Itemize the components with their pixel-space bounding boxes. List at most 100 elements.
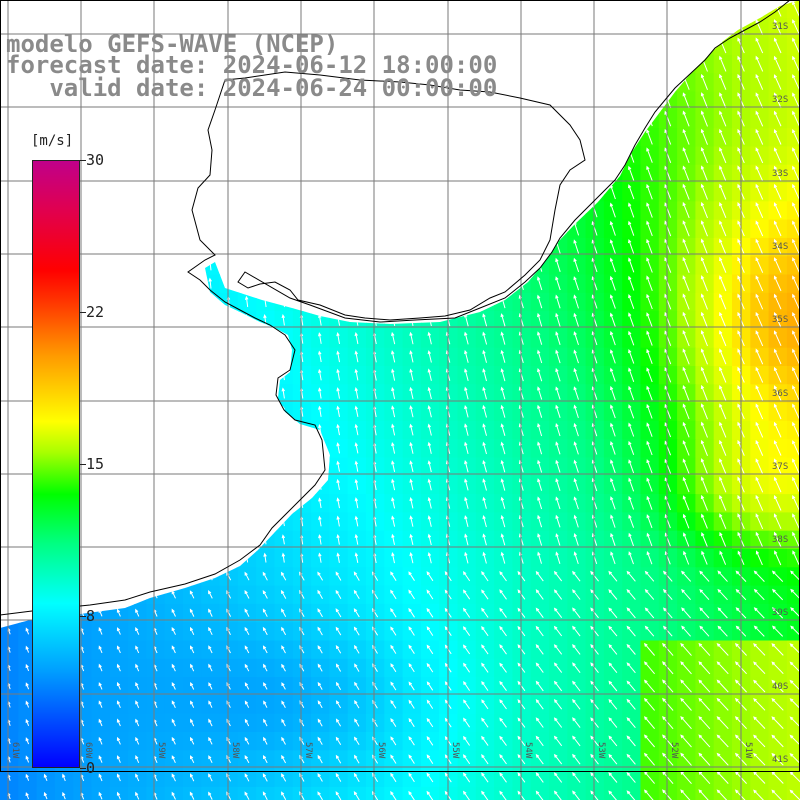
wind-arrow (244, 295, 249, 308)
colorbar-tick: 8 (86, 607, 96, 625)
wind-arrow (408, 626, 415, 636)
wind-arrow (609, 330, 616, 346)
wind-arrow (573, 257, 580, 273)
wind-cell (786, 329, 800, 349)
wind-arrow (390, 681, 397, 691)
wind-arrow (98, 755, 103, 763)
wind-arrow (500, 551, 506, 564)
wind-arrow (682, 440, 690, 456)
wind-arrow (317, 736, 323, 745)
wind-arrow (792, 494, 800, 511)
wind-arrow (681, 607, 691, 619)
wind-arrow (755, 92, 764, 109)
wind-arrow (628, 532, 634, 547)
longitude-label: 57W (303, 742, 313, 759)
wind-cell (347, 786, 367, 800)
latitude-label: 32S (772, 95, 789, 105)
wind-arrow (774, 550, 782, 566)
wind-arrow (499, 753, 507, 765)
wind-arrow (626, 607, 636, 619)
wind-arrow (682, 366, 690, 383)
wind-arrow (281, 736, 286, 745)
wind-arrow (682, 495, 690, 511)
wind-arrow (773, 147, 782, 164)
wind-arrow (116, 681, 121, 690)
wind-arrow (792, 37, 800, 54)
wind-arrow (553, 680, 563, 692)
wind-arrow (698, 697, 711, 711)
wind-arrow (462, 571, 471, 582)
wind-arrow (646, 330, 653, 346)
wind-arrow (409, 350, 414, 363)
wind-arrow (409, 478, 414, 491)
wind-arrow (537, 551, 542, 564)
wind-arrow (553, 625, 563, 637)
wind-arrow (244, 571, 250, 581)
wind-arrow (662, 625, 673, 637)
wind-arrow (719, 476, 727, 493)
wind-cell (786, 311, 800, 330)
wind-arrow (116, 663, 121, 672)
wind-arrow (771, 625, 784, 637)
wind-arrow (353, 571, 360, 581)
wind-arrow (753, 679, 766, 693)
wind-arrow (683, 532, 690, 547)
wind-arrow (792, 110, 800, 127)
wind-arrow (25, 682, 30, 690)
wind-cell (73, 786, 93, 800)
wind-arrow (698, 661, 711, 675)
wind-arrow (792, 330, 800, 347)
wind-arrow (500, 349, 506, 363)
wind-arrow (682, 458, 690, 474)
wind-arrow (482, 551, 487, 564)
wind-arrow (463, 717, 471, 728)
wind-arrow (646, 403, 653, 419)
wind-arrow (409, 368, 414, 381)
wind-cell (786, 512, 800, 532)
wind-cell (786, 18, 800, 38)
wind-arrow (573, 367, 579, 382)
wind-arrow (336, 478, 340, 490)
wind-arrow (555, 551, 561, 564)
wind-arrow (553, 662, 563, 673)
wind-arrow (427, 533, 432, 546)
wind-arrow (190, 700, 195, 708)
wind-arrow (719, 366, 727, 383)
wind-cell (786, 54, 800, 74)
wind-arrow (427, 386, 432, 400)
wind-arrow (318, 552, 322, 563)
wind-arrow (353, 736, 360, 746)
wind-arrow (263, 718, 268, 727)
wind-arrow (755, 73, 764, 90)
wind-arrow (464, 496, 469, 509)
wind-arrow (771, 661, 784, 675)
wind-arrow (354, 754, 360, 764)
wind-arrow (553, 570, 563, 582)
wind-arrow (792, 165, 800, 182)
wind-arrow (572, 643, 581, 655)
wind-arrow (643, 752, 655, 766)
wind-arrow (572, 698, 581, 710)
wind-arrow (171, 608, 176, 617)
wind-arrow (755, 531, 764, 548)
wind-arrow (553, 607, 563, 619)
wind-arrow (792, 513, 800, 530)
wind-arrow (281, 682, 286, 690)
wind-arrow (682, 147, 690, 164)
wind-arrow (335, 718, 342, 727)
wind-arrow (499, 607, 507, 618)
wind-arrow (537, 349, 543, 364)
wind-arrow (500, 496, 506, 509)
wind-arrow (482, 441, 487, 455)
wind-arrow (628, 477, 635, 492)
wind-arrow (590, 625, 599, 637)
wind-arrow (753, 716, 766, 729)
wind-arrow (208, 626, 213, 636)
wind-arrow (590, 662, 599, 674)
wind-arrow (353, 608, 360, 618)
wind-arrow (700, 348, 708, 365)
wind-cell (640, 786, 660, 800)
wind-arrow (573, 349, 579, 364)
wind-arrow (244, 754, 250, 764)
wind-arrow (698, 679, 711, 693)
